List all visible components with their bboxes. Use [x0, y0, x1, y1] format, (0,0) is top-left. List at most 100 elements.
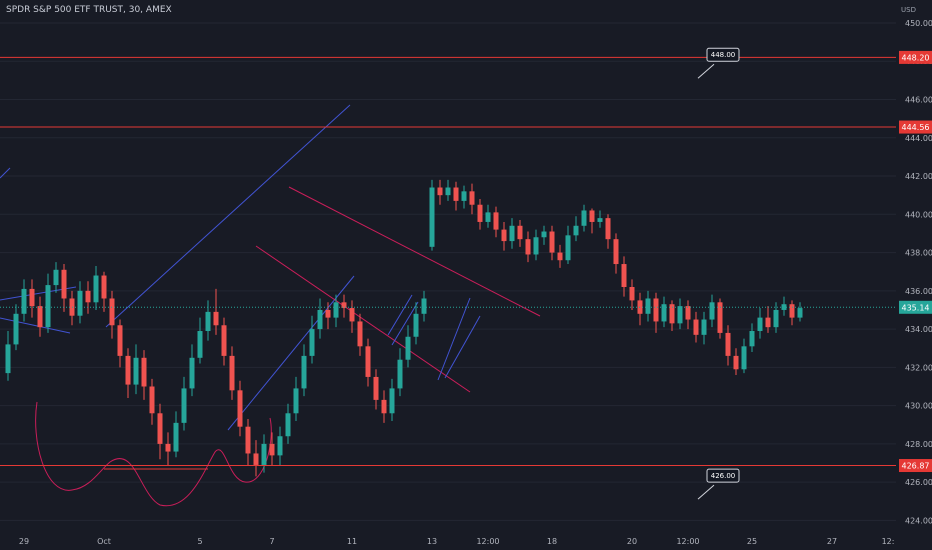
candle — [373, 369, 379, 410]
candle — [413, 302, 419, 345]
blue-small-channel-3[interactable] — [437, 297, 471, 381]
candle — [125, 348, 131, 398]
candle-body — [549, 231, 555, 253]
price-label-bg — [899, 50, 932, 64]
callout-box — [706, 47, 740, 62]
candle-body — [437, 187, 443, 196]
candle — [581, 204, 587, 232]
candle — [341, 294, 347, 318]
candle — [93, 265, 99, 310]
candle-body — [109, 298, 115, 326]
candle-body — [717, 302, 723, 333]
callout-box — [706, 468, 740, 483]
candle-body — [269, 443, 275, 456]
candle-body — [333, 302, 339, 318]
candle — [77, 281, 83, 324]
candle-body — [645, 298, 651, 314]
candle — [725, 325, 731, 366]
annotations[interactable]: 448.00 426.00 — [697, 47, 740, 500]
grid-lines — [0, 22, 896, 521]
candle-body — [101, 275, 107, 299]
freehand-curve[interactable] — [35, 401, 272, 507]
blue-small-channel-4[interactable] — [444, 315, 481, 379]
candle-body — [293, 388, 299, 414]
price-tick-label: 432.00 — [905, 363, 932, 372]
candle-body — [597, 218, 603, 222]
blue-small-channel-2[interactable] — [391, 301, 419, 346]
candle-body — [725, 332, 731, 356]
price-tick-label: 450.00 — [905, 19, 932, 28]
candle — [605, 214, 611, 249]
red-channel-lower[interactable] — [255, 245, 471, 393]
candle-body — [677, 306, 683, 324]
price-label: 448.20 — [899, 50, 932, 64]
candle — [453, 181, 459, 211]
candle-body — [509, 225, 515, 242]
time-tick-label: 12: — [882, 537, 895, 546]
candle-body — [53, 269, 59, 286]
time-axis[interactable]: 29 Oct 5 7 11 13 12:00 18 20 12:00 25 27 12: — [19, 537, 895, 546]
candle-body — [429, 187, 435, 247]
price-label-text: 448.20 — [902, 53, 930, 62]
annotation-callout[interactable]: 426.00 — [697, 468, 740, 500]
candle — [493, 206, 499, 238]
candle-body — [533, 237, 539, 255]
candle — [661, 296, 667, 328]
candle — [701, 311, 707, 345]
candle — [669, 300, 675, 332]
blue-trend-upper[interactable] — [105, 104, 351, 328]
price-label: 444.56 — [899, 120, 932, 134]
candle — [685, 300, 691, 330]
candle — [181, 376, 187, 431]
candle-body — [61, 269, 67, 299]
candle — [53, 262, 59, 293]
candle-body — [373, 376, 379, 400]
candle-body — [413, 313, 419, 337]
price-label-bg — [899, 300, 932, 314]
price-tick-label: 428.00 — [905, 440, 932, 449]
candle-body — [693, 319, 699, 335]
candle-body — [13, 313, 19, 345]
candle-body — [757, 317, 763, 332]
candle-body — [149, 386, 155, 414]
drawing-layer[interactable] — [0, 104, 541, 507]
candle — [261, 434, 267, 473]
candle — [749, 323, 755, 353]
candle-body — [405, 336, 411, 360]
price-tick-label: 440.00 — [905, 210, 932, 219]
candle-body — [229, 355, 235, 391]
annotation-callout[interactable]: 448.00 — [697, 47, 740, 79]
candle-body — [117, 325, 123, 356]
blue-left-edge[interactable] — [0, 167, 11, 179]
candle — [365, 338, 371, 387]
candle — [677, 298, 683, 330]
candle — [269, 432, 275, 465]
candle — [245, 419, 251, 465]
candle-body — [213, 311, 219, 326]
callout-text: 448.00 — [711, 51, 736, 59]
candle-body — [205, 311, 211, 332]
blue-small-channel-1[interactable] — [387, 294, 413, 336]
candle — [5, 331, 11, 381]
candle — [189, 344, 195, 397]
candle — [693, 311, 699, 343]
candle-body — [469, 191, 475, 205]
candle-body — [621, 264, 627, 288]
candle-body — [237, 390, 243, 427]
price-tick-label: 442.00 — [905, 172, 932, 181]
red-channel-upper[interactable] — [288, 186, 541, 317]
blue-left-channel-bottom[interactable] — [0, 317, 71, 334]
callout-text: 426.00 — [711, 472, 736, 480]
candle — [133, 344, 139, 395]
horizontal-levels[interactable] — [0, 56, 896, 467]
time-tick-label: 11 — [347, 537, 357, 546]
candle — [109, 290, 115, 339]
candle-body — [525, 239, 531, 255]
candle — [629, 279, 635, 310]
candle-body — [733, 355, 739, 370]
candle-body — [741, 346, 747, 370]
candle-body — [653, 298, 659, 322]
candle-body — [797, 308, 803, 318]
blue-trend-lower[interactable] — [227, 275, 355, 431]
